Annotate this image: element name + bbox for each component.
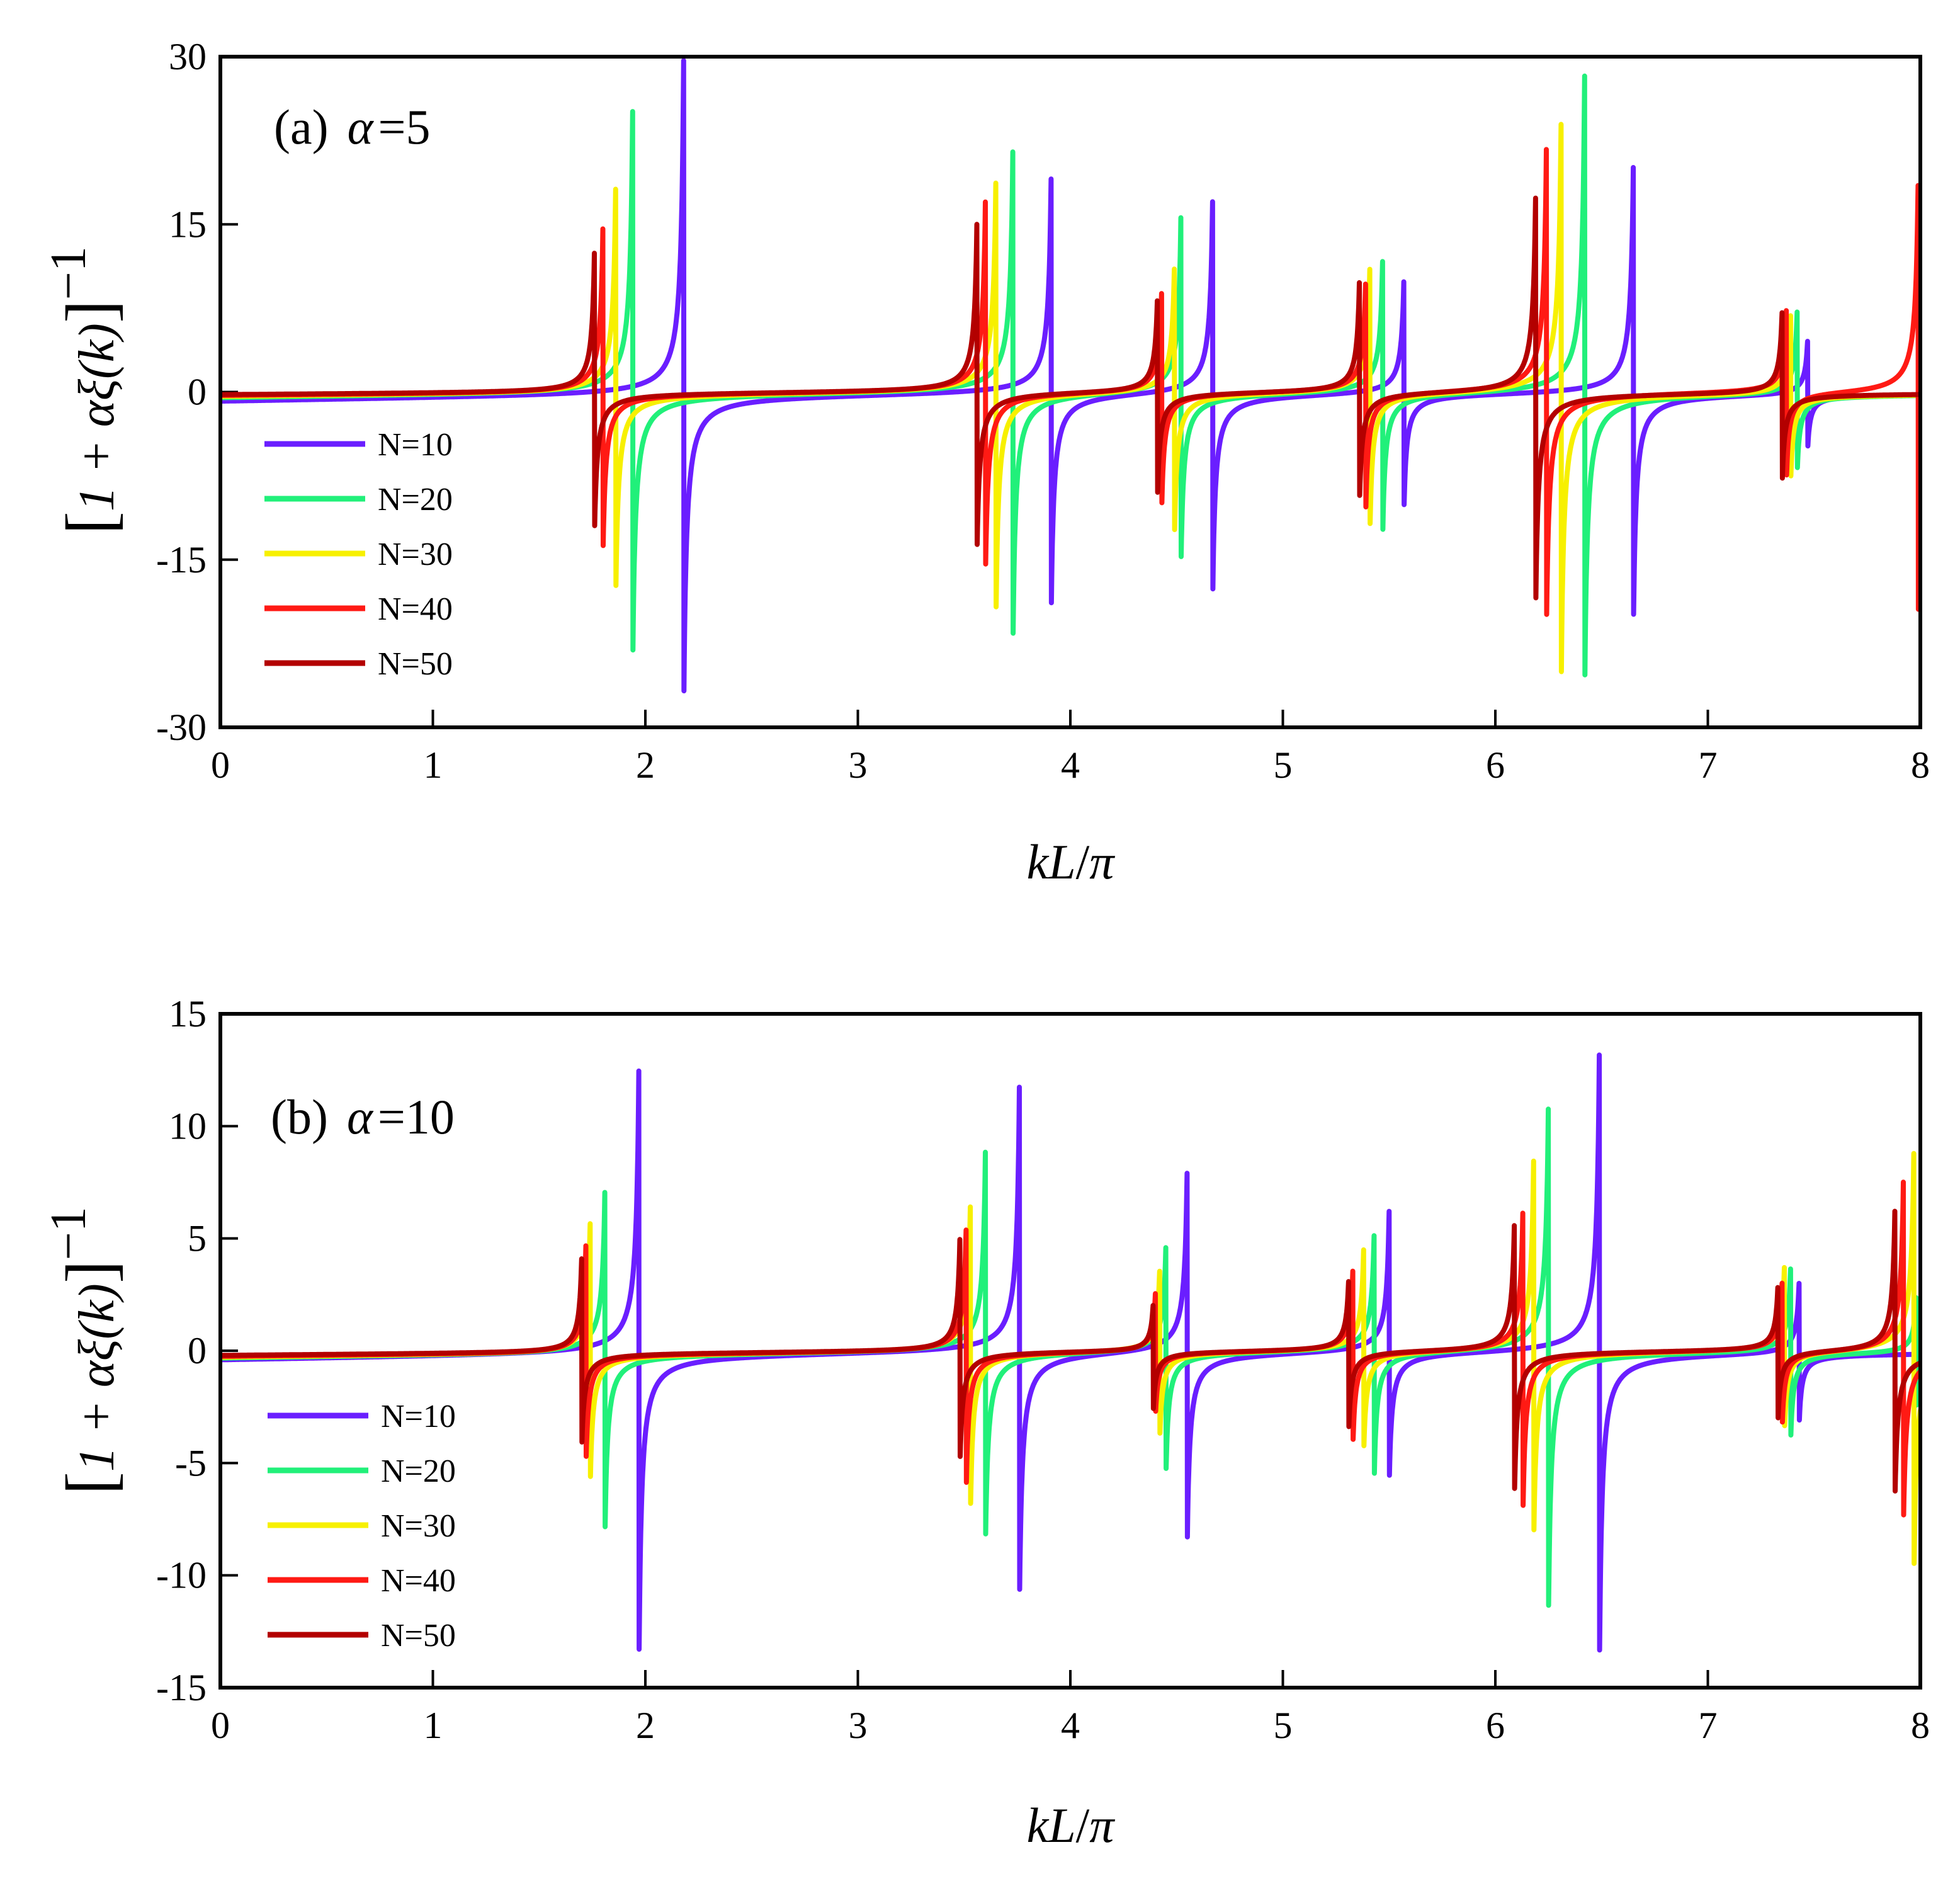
x-tick-label-b-1: 1 xyxy=(424,1705,443,1746)
x-tick-label-b-8: 8 xyxy=(1911,1705,1930,1746)
y-tick-label-a-2: 0 xyxy=(188,372,207,413)
plot-area-a xyxy=(220,58,1920,694)
x-tick-label-b-5: 5 xyxy=(1274,1705,1293,1746)
series-line-a-n20 xyxy=(220,73,1920,678)
legend-label-a-1: N=20 xyxy=(378,482,453,518)
x-tick-label-b-4: 4 xyxy=(1061,1705,1080,1746)
y-axis-label-b: [1 + αξ(k)]−1 xyxy=(41,1207,128,1494)
x-tick-label-b-3: 3 xyxy=(849,1705,868,1746)
y-tick-label-b-4: 5 xyxy=(188,1218,207,1259)
y-tick-label-a-3: 15 xyxy=(169,203,207,245)
x-tick-label-a-5: 5 xyxy=(1274,744,1293,786)
legend-label-b-1: N=20 xyxy=(381,1453,456,1489)
y-tick-label-b-6: 15 xyxy=(169,993,207,1035)
x-tick-label-a-0: 0 xyxy=(211,744,230,786)
x-tick-label-b-7: 7 xyxy=(1699,1705,1718,1746)
y-tick-label-b-3: 0 xyxy=(188,1330,207,1372)
y-tick-labels-a: -30 -15 0 15 30 xyxy=(156,36,207,748)
x-tick-labels-b: 0 1 2 3 4 5 6 7 8 xyxy=(211,1705,1930,1746)
y-tick-label-a-4: 30 xyxy=(169,36,207,77)
legend-a: N=10 N=20 N=30 N=40 N=50 xyxy=(264,427,453,682)
x-tick-label-a-3: 3 xyxy=(849,744,868,786)
x-tick-label-b-2: 2 xyxy=(636,1705,655,1746)
legend-label-b-2: N=30 xyxy=(381,1508,456,1544)
x-tick-label-b-6: 6 xyxy=(1486,1705,1505,1746)
y-tick-label-a-0: -30 xyxy=(156,707,207,748)
legend-label-a-2: N=30 xyxy=(378,537,453,572)
legend-b: N=10 N=20 N=30 N=40 N=50 xyxy=(268,1399,456,1654)
x-tick-label-a-2: 2 xyxy=(636,744,655,786)
panel-label-b: (b) α =10 xyxy=(271,1089,455,1144)
panel-a: 0 1 2 3 4 5 6 7 8 -30 -15 0 15 30 (a) α =5 kL/π [1 + α… xyxy=(41,36,1930,889)
legend-label-a-3: N=40 xyxy=(378,591,453,627)
x-tick-label-a-8: 8 xyxy=(1911,744,1930,786)
series-line-a-n50 xyxy=(220,195,1920,601)
x-axis-label-b: kL/π xyxy=(1027,1798,1116,1853)
x-tick-label-a-1: 1 xyxy=(424,744,443,786)
y-tick-label-b-5: 10 xyxy=(169,1105,207,1147)
legend-label-b-4: N=50 xyxy=(381,1618,456,1654)
legend-label-a-0: N=10 xyxy=(378,427,453,463)
y-axis-label-a: [1 + αξ(k)]−1 xyxy=(41,246,128,534)
series-line-b-n40 xyxy=(220,1179,1920,1518)
series-line-b-n50 xyxy=(220,1208,1920,1494)
panel-b: 0 1 2 3 4 5 6 7 8 -15 -10 -5 0 5 10 15 (b) α =10 kL/π [1… xyxy=(41,993,1930,1853)
axes-frame-b xyxy=(218,1012,1922,1690)
x-tick-label-a-4: 4 xyxy=(1061,744,1080,786)
plot-area-b xyxy=(220,1052,1920,1653)
series-line-a-n10 xyxy=(220,58,1920,694)
legend-label-a-4: N=50 xyxy=(378,646,453,682)
x-tick-label-b-0: 0 xyxy=(211,1705,230,1746)
axes-frame-a xyxy=(218,55,1922,729)
x-tick-labels-a: 0 1 2 3 4 5 6 7 8 xyxy=(211,744,1930,786)
y-tick-label-b-1: -10 xyxy=(156,1555,207,1596)
x-tick-label-a-6: 6 xyxy=(1486,744,1505,786)
series-line-a-n40 xyxy=(220,147,1920,617)
legend-label-b-0: N=10 xyxy=(381,1399,456,1434)
x-tick-label-a-7: 7 xyxy=(1699,744,1718,786)
legend-label-b-3: N=40 xyxy=(381,1563,456,1599)
x-axis-label-a: kL/π xyxy=(1027,834,1116,889)
y-tick-label-b-0: -15 xyxy=(156,1667,207,1708)
y-tick-labels-b: -15 -10 -5 0 5 10 15 xyxy=(156,993,207,1708)
y-tick-label-b-2: -5 xyxy=(175,1442,207,1484)
panel-label-a: (a) α =5 xyxy=(274,99,431,154)
y-tick-label-a-1: -15 xyxy=(156,539,207,581)
